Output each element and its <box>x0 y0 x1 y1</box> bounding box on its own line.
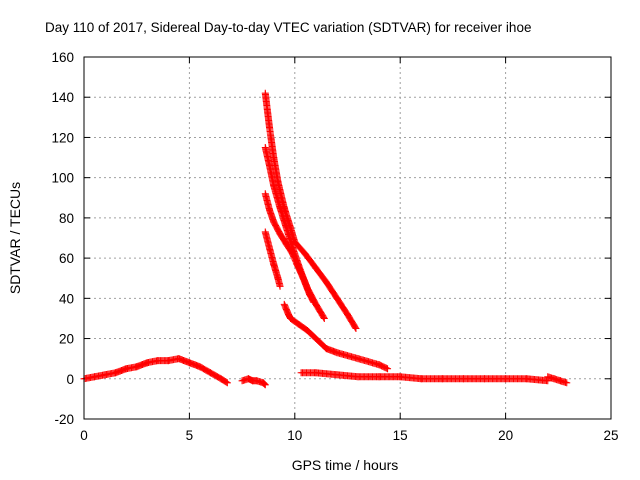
data-marks <box>80 89 571 389</box>
data-point <box>261 381 269 389</box>
data-point <box>276 282 284 290</box>
data-point <box>261 380 269 388</box>
data-point <box>382 364 390 372</box>
y-tick-label: 160 <box>51 50 74 65</box>
x-tick-label: 10 <box>287 428 302 443</box>
data-point <box>310 298 318 306</box>
x-axis-label: GPS time / hours <box>292 457 399 473</box>
y-tick-label: 140 <box>51 90 74 105</box>
data-point <box>260 379 268 387</box>
data-point <box>309 297 317 305</box>
x-tick-label: 25 <box>603 428 618 443</box>
y-tick-label: 80 <box>59 211 74 226</box>
series-arc-5 <box>261 190 318 306</box>
grid <box>84 57 611 419</box>
series-arc-7 <box>280 300 392 373</box>
x-tick-label: 0 <box>80 428 88 443</box>
y-tick-label: 0 <box>66 372 74 387</box>
data-point <box>384 365 392 373</box>
y-tick-label: 60 <box>59 251 74 266</box>
series-arc-2 <box>238 375 269 389</box>
data-point <box>222 378 230 386</box>
chart-title: Day 110 of 2017, Sidereal Day-to-day VTE… <box>45 20 531 35</box>
data-point <box>352 325 360 332</box>
data-point <box>320 313 328 321</box>
y-tick-label: 20 <box>59 332 74 347</box>
x-tick-label: 5 <box>186 428 194 443</box>
x-tick-label: 20 <box>498 428 513 443</box>
series-arc-1 <box>80 355 231 387</box>
axis-ticks: 0 5 10 15 20 25 -20 0 20 40 60 80 100 120 140 160 <box>51 50 618 443</box>
data-point <box>320 314 328 322</box>
data-point <box>563 379 571 387</box>
y-tick-label: -20 <box>54 412 74 427</box>
x-tick-label: 15 <box>393 428 408 443</box>
data-point <box>223 379 231 387</box>
data-point <box>351 323 359 331</box>
series-arc-9 <box>544 373 571 387</box>
y-tick-label: 40 <box>59 291 74 306</box>
y-axis-label: SDTVAR / TECUs <box>7 182 23 294</box>
plot-frame <box>83 56 612 420</box>
series-arc-6 <box>261 228 284 290</box>
y-tick-label: 100 <box>51 171 74 186</box>
y-tick-label: 120 <box>51 130 74 145</box>
series-arc-8 <box>297 369 552 385</box>
